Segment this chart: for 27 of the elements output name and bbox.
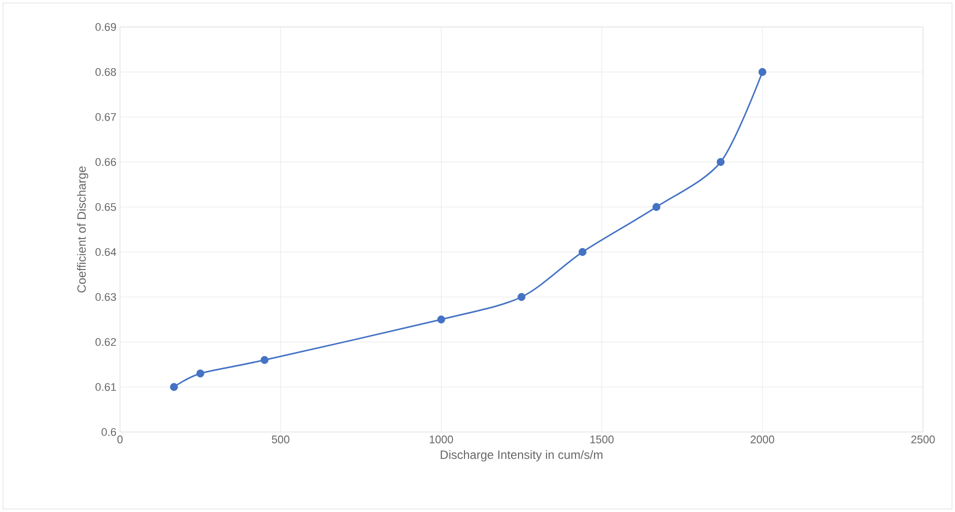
- y-tick-label: 0.62: [95, 338, 116, 346]
- x-tick-label: 1500: [590, 436, 614, 444]
- point: [652, 203, 660, 211]
- point: [758, 68, 766, 76]
- point: [170, 383, 178, 391]
- y-tick-label: 0.64: [95, 248, 116, 256]
- x-axis-title: Discharge Intensity in cum/s/m: [440, 450, 602, 462]
- point: [260, 356, 268, 364]
- point: [437, 316, 446, 324]
- point: [716, 158, 725, 166]
- y-axis-title: Coefficient of Discharge: [77, 166, 88, 292]
- y-tick-label: 0.69: [95, 23, 116, 31]
- x-tick-label: 500: [272, 436, 290, 444]
- point: [578, 248, 586, 256]
- point: [518, 293, 526, 301]
- x-tick-label: 2500: [911, 436, 935, 444]
- x-tick-label: 1000: [430, 436, 453, 444]
- y-tick-label: 0.68: [95, 68, 116, 76]
- y-tick-label: 0.6: [102, 428, 116, 436]
- x-tick-label: 0: [117, 436, 123, 444]
- y-tick-label: 0.63: [95, 293, 116, 301]
- point: [196, 370, 204, 378]
- y-tick-label: 0.65: [95, 203, 116, 211]
- y-tick-label: 0.67: [95, 113, 116, 121]
- x-tick-label: 2000: [750, 436, 774, 444]
- y-tick-label: 0.61: [95, 383, 116, 391]
- y-tick-label: 0.66: [95, 158, 116, 166]
